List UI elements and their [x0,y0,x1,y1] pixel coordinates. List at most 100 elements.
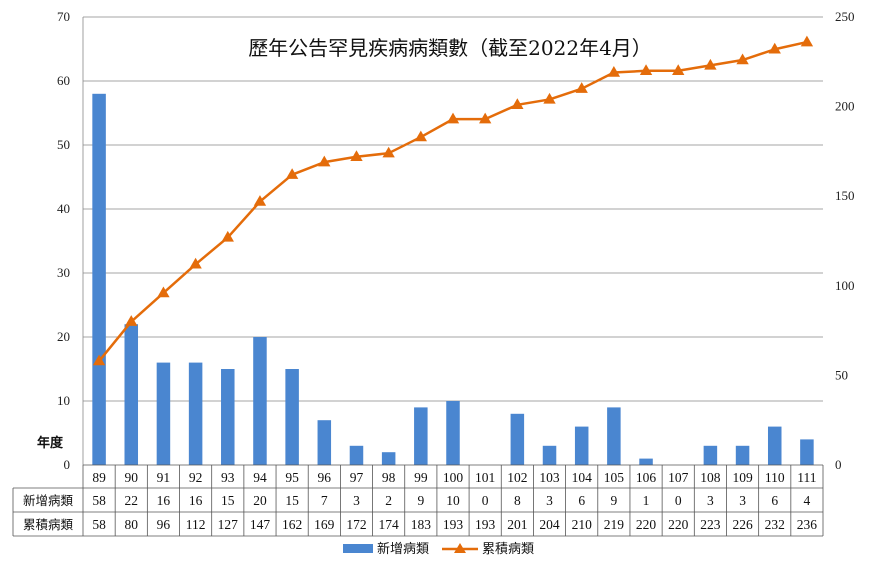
data-label: 15 [221,493,235,508]
y-right-tick-label: 250 [835,9,855,24]
bar [735,445,750,465]
data-label: 226 [732,517,753,532]
y-left-tick-label: 70 [57,9,70,24]
legend: 新增病類 累積病類 [343,541,534,557]
bar [607,407,621,465]
bar [381,452,396,465]
data-label: 16 [189,493,203,508]
y-left-tick-label: 0 [64,457,71,472]
category-label: 110 [765,470,785,485]
data-label: 3 [707,493,714,508]
data-label: 220 [668,517,689,532]
line-marker [800,35,814,47]
category-label: 106 [636,470,657,485]
line-marker [189,257,202,269]
line-marker [607,66,621,77]
line-marker [704,58,717,70]
category-label: 107 [668,470,689,485]
bar [253,337,267,465]
y-right-tick-label: 200 [835,99,855,114]
data-label: 210 [572,517,593,532]
data-label: 7 [321,493,328,508]
line-marker [768,42,781,54]
category-label: 103 [539,470,560,485]
legend-marker [454,543,466,553]
bar-series [92,93,814,466]
data-label: 2 [385,493,392,508]
data-label: 3 [739,493,746,508]
line-marker [639,64,653,75]
data-label: 162 [282,517,302,532]
category-label: 89 [92,470,106,485]
bar [639,458,653,465]
data-label: 6 [578,493,585,508]
bar [349,445,364,465]
category-label: 94 [253,470,267,485]
data-label: 58 [92,493,106,508]
line-marker [92,354,106,366]
bar [446,401,460,465]
series-line [98,40,808,362]
data-label: 0 [482,493,489,508]
data-label: 10 [446,493,460,508]
line-marker [672,64,685,75]
data-label: 8 [514,493,521,508]
data-label: 183 [411,517,432,532]
data-label: 169 [314,517,335,532]
data-label: 58 [92,517,106,532]
data-label: 172 [346,517,366,532]
data-label: 9 [417,493,424,508]
category-label: 100 [443,470,464,485]
bar [285,369,299,465]
line-marker [125,315,138,326]
data-label: 20 [253,493,267,508]
bar [188,362,203,465]
category-label: 102 [507,470,527,485]
y-right-tick-label: 50 [835,367,848,382]
category-label: 90 [125,470,139,485]
data-label: 9 [610,493,617,508]
gridlines [83,16,823,402]
data-label: 22 [125,493,139,508]
category-label: 109 [732,470,753,485]
data-label: 4 [804,493,811,508]
line-marker [382,146,395,158]
category-label: 111 [797,470,816,485]
line-marker [478,112,492,124]
line-marker [221,230,234,242]
line-marker [350,150,363,162]
line-marker [736,53,749,65]
data-table: 8958589022809116969216112931512794201479… [12,464,824,537]
data-label: 6 [771,493,778,508]
bar [156,362,171,465]
bar [703,445,718,465]
category-label: 101 [475,470,495,485]
bar [221,369,235,465]
line-marker [511,98,524,110]
data-label: 193 [443,517,464,532]
data-label: 0 [675,493,682,508]
category-label: 98 [382,470,396,485]
bar [124,324,139,465]
line-marker [253,195,267,206]
y-left-tick-label: 30 [57,265,70,280]
bar [767,426,782,465]
bar [542,445,557,465]
category-label: 99 [414,470,428,485]
y-left-tick-label: 60 [57,73,70,88]
data-label: 147 [250,517,271,532]
category-label: 97 [350,470,364,485]
data-label: 96 [157,517,171,532]
y-right-tick-label: 0 [835,457,842,472]
data-label: 3 [546,493,553,508]
data-label: 80 [125,517,139,532]
legend-swatch [343,544,373,553]
data-label: 1 [643,493,650,508]
legend-label: 累積病類 [482,542,534,557]
bar [317,420,332,465]
category-label: 108 [700,470,721,485]
data-label: 127 [218,517,239,532]
data-label: 232 [765,517,785,532]
